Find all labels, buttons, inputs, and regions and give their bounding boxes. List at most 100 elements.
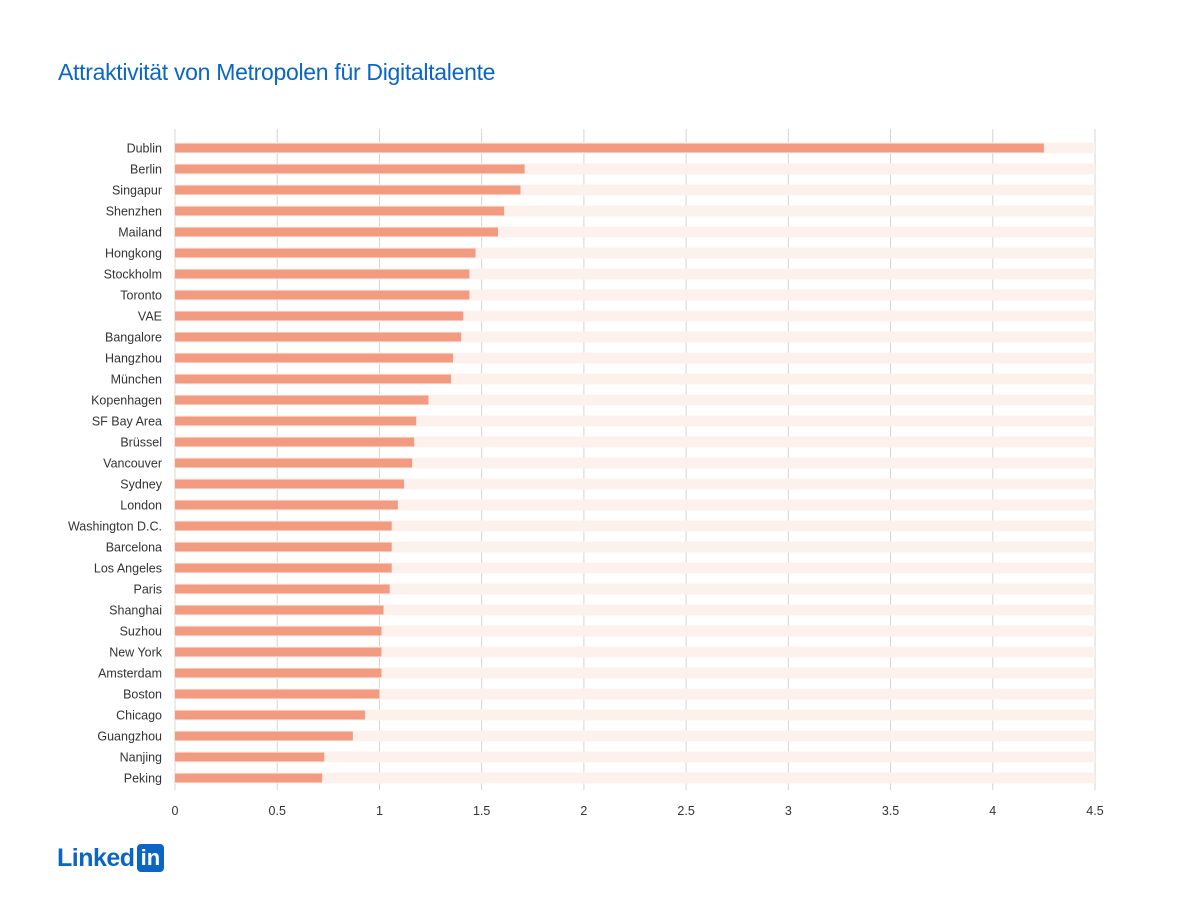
category-label: Peking: [124, 772, 162, 786]
bar-track: [175, 226, 1095, 238]
logo-in-box: in: [136, 844, 165, 872]
category-label: Dublin: [127, 142, 162, 156]
bar-track: [175, 436, 1095, 448]
bar-track: [175, 331, 1095, 343]
bar-track: [175, 520, 1095, 532]
bar-track: [175, 541, 1095, 553]
bar-track: [175, 205, 1095, 217]
bar-track: [175, 415, 1095, 427]
bar-track: [175, 268, 1095, 280]
bar-track: [175, 583, 1095, 595]
x-axis-tick-labels: 0 0.5 1 1.5 2 2.5 3 3.5 4 4.5: [172, 804, 1104, 818]
category-label: Vancouver: [103, 457, 162, 471]
bar: [175, 332, 462, 342]
category-label: London: [120, 499, 162, 513]
category-label: Shanghai: [109, 604, 162, 618]
x-tick-label: 2.5: [677, 804, 694, 818]
bar: [175, 584, 390, 594]
category-label: Guangzhou: [97, 730, 162, 744]
bar: [175, 206, 505, 216]
bar: [175, 437, 415, 447]
category-label: Bangalore: [105, 331, 162, 345]
bar: [175, 752, 325, 762]
bar: [175, 185, 521, 195]
x-tick-label: 4: [989, 804, 996, 818]
bar: [175, 458, 413, 468]
bar: [175, 143, 1044, 153]
bar-track: [175, 625, 1095, 637]
bar-track: [175, 709, 1095, 721]
bar-track: [175, 247, 1095, 259]
bar-track: [175, 310, 1095, 322]
category-label: Hangzhou: [105, 352, 162, 366]
category-label: Amsterdam: [98, 667, 162, 681]
logo-wordmark: Linked: [57, 843, 135, 872]
bar: [175, 164, 525, 174]
bar-track: [175, 163, 1095, 175]
bar-track: [175, 730, 1095, 742]
bar-track: [175, 457, 1095, 469]
bar-track: [175, 373, 1095, 385]
bar: [175, 500, 398, 510]
category-label: Washington D.C.: [68, 520, 162, 534]
x-tick-label: 0: [172, 804, 179, 818]
bar: [175, 773, 323, 783]
category-label: SF Bay Area: [92, 415, 162, 429]
category-label: Mailand: [118, 226, 162, 240]
category-label: Hongkong: [105, 247, 162, 261]
x-tick-label: 0.5: [269, 804, 286, 818]
bar: [175, 521, 392, 531]
category-label: Paris: [134, 583, 162, 597]
x-tick-label: 1: [376, 804, 383, 818]
category-label: Toronto: [120, 289, 162, 303]
bar-track: [175, 352, 1095, 364]
bar: [175, 605, 384, 615]
bar: [175, 248, 476, 258]
category-label: New York: [109, 646, 163, 660]
bar: [175, 731, 353, 741]
x-tick-label: 1.5: [473, 804, 490, 818]
bar-track: [175, 751, 1095, 763]
bar-track: [175, 646, 1095, 658]
category-label: Berlin: [130, 163, 162, 177]
category-label: Boston: [123, 688, 162, 702]
bars: [175, 143, 1044, 783]
category-labels: Dublin Berlin Singapur Shenzhen Mailand Hongk…: [68, 142, 163, 786]
bar: [175, 542, 392, 552]
category-label: Chicago: [116, 709, 162, 723]
bar: [175, 689, 380, 699]
x-tick-label: 2: [580, 804, 587, 818]
bar: [175, 311, 464, 321]
bar: [175, 563, 392, 573]
bar-track: [175, 499, 1095, 511]
bar-track: [175, 772, 1095, 784]
category-label: Singapur: [112, 184, 162, 198]
category-label: München: [111, 373, 162, 387]
bar-track: [175, 688, 1095, 700]
bar: [175, 668, 382, 678]
category-label: Stockholm: [104, 268, 162, 282]
bar: [175, 353, 454, 363]
x-tick-label: 3: [785, 804, 792, 818]
x-tick-label: 4.5: [1086, 804, 1103, 818]
bar: [175, 227, 499, 237]
category-label: VAE: [138, 310, 162, 324]
bar-track: [175, 478, 1095, 490]
bar: [175, 269, 470, 279]
category-label: Kopenhagen: [91, 394, 162, 408]
bar: [175, 626, 382, 636]
bar-track: [175, 289, 1095, 301]
category-label: Barcelona: [106, 541, 162, 555]
x-tick-label: 3.5: [882, 804, 899, 818]
bar-track: [175, 604, 1095, 616]
bar: [175, 290, 470, 300]
bar: [175, 416, 417, 426]
bar-track: [175, 184, 1095, 196]
bar: [175, 647, 382, 657]
chart-title: Attraktivität von Metropolen für Digital…: [58, 59, 496, 85]
linkedin-logo: Linked in: [57, 843, 165, 873]
bar-tracks: [175, 142, 1095, 784]
category-label: Sydney: [120, 478, 162, 492]
category-label: Brüssel: [120, 436, 162, 450]
